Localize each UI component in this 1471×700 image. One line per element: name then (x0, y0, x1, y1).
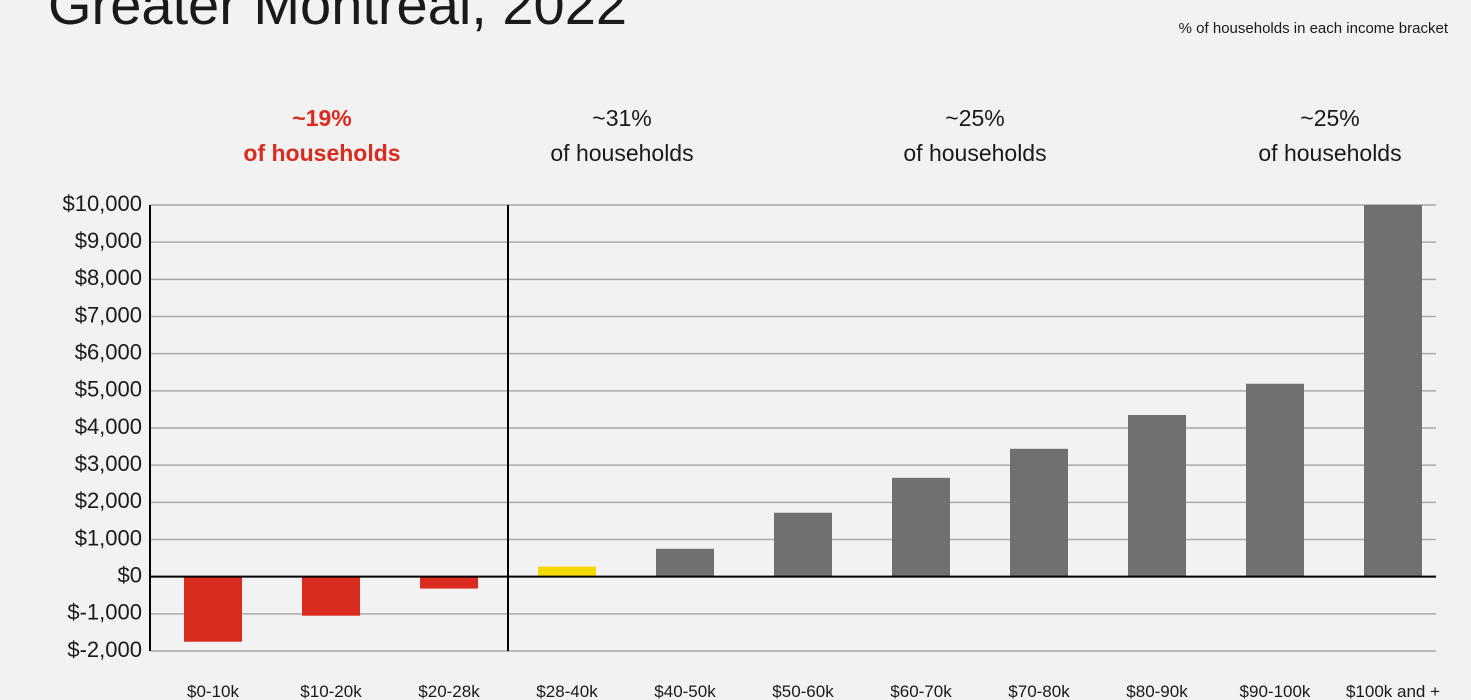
x-tick-label: $70-80k (1008, 682, 1070, 700)
y-tick-label: $6,000 (75, 339, 142, 364)
bar (184, 576, 242, 642)
x-tick-label: $50-60k (772, 682, 834, 700)
bar (538, 566, 596, 577)
x-tick-label: $60-70k (890, 682, 952, 700)
y-tick-label: $3,000 (75, 451, 142, 476)
y-tick-label: $0 (118, 562, 142, 587)
y-tick-label: $9,000 (75, 228, 142, 253)
bar (892, 477, 950, 577)
x-tick-label: $20-28k (418, 682, 480, 700)
annotation-sub: of households (243, 140, 400, 166)
annotation: ~25% (945, 105, 1004, 131)
bar (774, 512, 832, 577)
bar (1246, 383, 1304, 577)
annotation: ~19% (292, 105, 351, 131)
bar (656, 548, 714, 577)
y-tick-label: $8,000 (75, 265, 142, 290)
bar (302, 576, 360, 616)
bar (1010, 448, 1068, 577)
y-tick-label: $7,000 (75, 302, 142, 327)
y-tick-label: $-1,000 (67, 600, 142, 625)
bar (420, 576, 478, 589)
x-tick-label: $90-100k (1240, 682, 1311, 700)
x-tick-label: $40-50k (654, 682, 716, 700)
y-tick-label: $2,000 (75, 488, 142, 513)
chart-title: Greater Montreal, 2022 (48, 0, 627, 36)
chart-subtitle: % of households in each income bracket (1179, 20, 1449, 37)
annotation-sub: of households (903, 140, 1046, 166)
x-tick-label: $10-20k (300, 682, 362, 700)
annotation: ~31% (592, 105, 651, 131)
x-tick-label: $28-40k (536, 682, 598, 700)
y-tick-label: $-2,000 (67, 637, 142, 662)
bar (1364, 205, 1422, 577)
x-tick-label: $100k and + (1346, 682, 1440, 700)
annotation: ~25% (1300, 105, 1359, 131)
annotation-sub: of households (550, 140, 693, 166)
y-tick-label: $5,000 (75, 377, 142, 402)
annotation-sub: of households (1258, 140, 1401, 166)
y-tick-label: $1,000 (75, 525, 142, 550)
x-tick-label: $80-90k (1126, 682, 1188, 700)
y-tick-label: $4,000 (75, 414, 142, 439)
y-tick-label: $10,000 (62, 191, 142, 216)
x-tick-label: $0-10k (187, 682, 239, 700)
bar (1128, 414, 1186, 577)
